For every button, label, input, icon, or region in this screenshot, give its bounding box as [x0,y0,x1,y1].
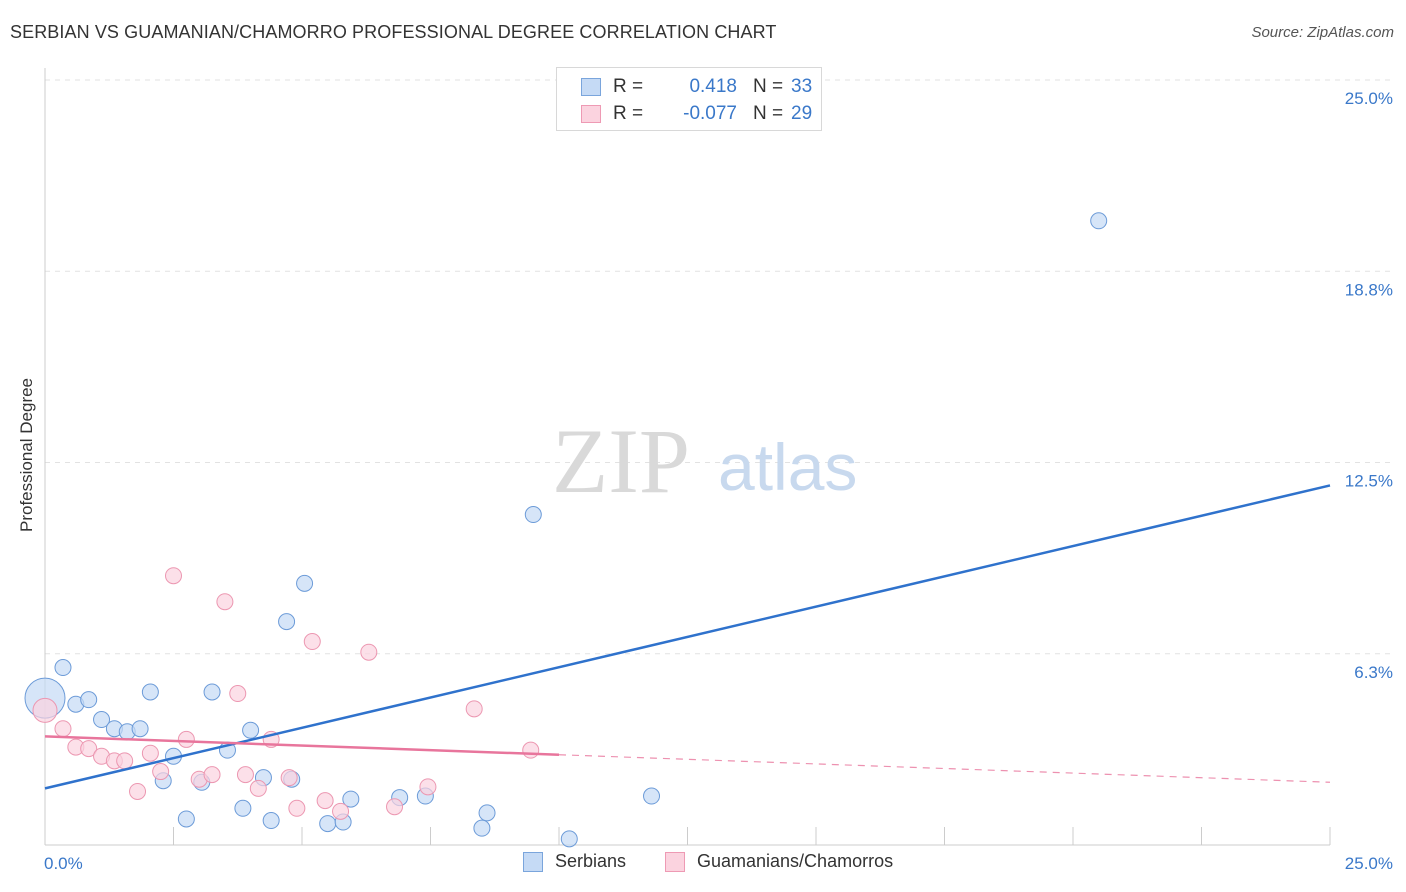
serbian-point [203,683,221,701]
serbian-point [342,790,360,808]
guamanians-trendline-extension [558,754,1331,783]
guamanian-point [360,643,378,661]
y-tick-label: 6.3% [1354,663,1393,682]
guamanian-point [303,633,321,651]
guamanian-point [54,720,72,738]
guamanian-point [203,766,221,784]
y-tick-label: 18.8% [1345,280,1393,299]
legend-item-guamanians: Guamanians/Chamorros [665,851,893,872]
guamanians-swatch [581,105,601,123]
serbians-swatch [581,78,601,96]
guamanian-point [316,792,334,810]
guamanian-point [332,802,350,820]
guamanians-trendline [44,735,560,756]
serbian-point [93,711,111,729]
r-value: -0.077 [683,103,737,124]
x-tick-label-max: 25.0% [1345,854,1393,873]
guamanian-point [141,744,159,762]
trend-layer [44,484,1331,790]
serbian-point [54,659,72,677]
serbians-trendline [44,484,1331,790]
guamanian-point [165,567,182,585]
serbians-swatch [523,851,543,872]
guamanian-point [249,779,267,797]
guamanian-point [229,685,247,703]
grid-layer [45,79,1392,655]
y-tick-label: 12.5% [1345,472,1393,491]
guamanian-point [288,799,306,817]
n-label: N = [753,103,784,124]
serbian-point [296,574,314,592]
serbians-label: Serbians [555,851,627,871]
chart-title: SERBIAN VS GUAMANIAN/CHAMORRO PROFESSION… [10,22,777,42]
guamanian-point [465,700,483,718]
guamanian-point [216,593,234,611]
n-label: N = [753,76,784,97]
x-tick-label-min: 0.0% [44,854,83,873]
watermark-atlas: atlas [718,430,857,504]
guamanians-label: Guamanians/Chamorros [697,851,894,871]
guamanian-point [419,778,437,796]
watermark: ZIP atlas [552,410,857,512]
serbian-point [234,799,252,817]
guamanians-swatch [665,851,685,872]
serbian-point [473,819,491,837]
serbian-point [478,804,496,822]
r-label: R = [613,103,644,124]
guamanian-point [177,730,195,748]
points-layer [24,212,1108,848]
guamanian-point [152,763,170,781]
serbian-point [242,721,260,739]
serbian-point [560,830,578,848]
legend-row-guamanians: R = -0.077 N = 29 [581,102,812,126]
n-value: 33 [791,76,813,97]
guamanian-point [129,782,147,800]
series-legend: Serbians Guamanians/Chamorros [0,851,1406,877]
guamanian-point [236,766,254,784]
correlation-legend: R = 0.418 N = 33 R = -0.077 N = 29 [556,67,822,131]
guamanian-point [80,740,98,758]
n-value: 29 [791,103,813,124]
serbian-point [643,787,661,805]
y-tick-label: 25.0% [1345,89,1393,108]
watermark-zip: ZIP [552,410,690,512]
serbian-point [319,815,337,833]
serbian-point [524,506,542,524]
serbian-point [262,812,280,830]
r-value: 0.418 [689,76,737,97]
serbian-point [1090,212,1108,230]
serbian-point [141,683,159,701]
guamanian-point [280,769,298,787]
tick-layer: 6.3% 12.5% 18.8% 25.0% 0.0% 25.0% [44,89,1393,873]
serbian-point [278,613,296,631]
serbian-point [80,691,98,709]
guamanian-point [116,752,134,770]
guamanian-point [32,697,58,723]
source-credit: Source: ZipAtlas.com [1251,24,1394,41]
guamanian-point [386,798,404,816]
serbian-point [131,720,149,738]
legend-row-serbians: R = 0.418 N = 33 [581,75,812,99]
guamanian-point [522,741,540,759]
legend-item-serbians: Serbians [523,851,626,872]
r-label: R = [613,76,644,97]
serbian-point [177,810,195,828]
